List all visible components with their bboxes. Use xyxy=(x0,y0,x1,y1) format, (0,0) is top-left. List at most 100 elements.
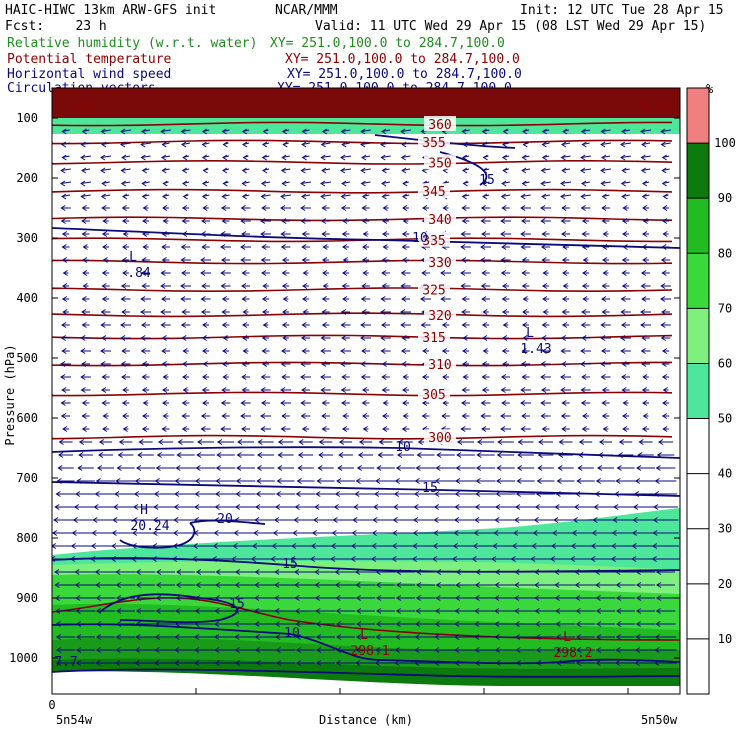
wind-vector-head xyxy=(315,491,321,497)
wind-vector-head xyxy=(537,465,543,471)
wind-vector-head xyxy=(76,647,82,653)
wind-vector-head xyxy=(398,439,404,445)
rh-band-upper xyxy=(52,118,680,134)
wind-vector-head xyxy=(242,322,248,328)
wind-vector-head xyxy=(60,205,66,211)
wind-vector-head xyxy=(621,128,627,135)
wind-vector-head xyxy=(121,205,127,211)
wind-vector-head xyxy=(642,218,648,224)
wind-vector-head xyxy=(214,621,220,627)
wind-vector-head xyxy=(120,167,126,174)
wind-vector-head xyxy=(301,244,307,250)
wind-vector-head xyxy=(380,296,386,302)
legend-wind-xy: XY= 251.0,100.0 to 284.7,100.0 xyxy=(287,67,522,82)
wind-vector xyxy=(381,155,391,158)
theta-label: 300 xyxy=(428,431,451,446)
wind-vector-head xyxy=(396,452,403,458)
wind-vector-head xyxy=(491,556,497,562)
wind-vector-head xyxy=(540,218,546,224)
wind-vector-head xyxy=(494,647,501,653)
wind-vector-head xyxy=(314,569,320,575)
wind-vector-head xyxy=(241,387,247,393)
wind-vector-head xyxy=(260,218,266,224)
wind-vector-head xyxy=(102,218,108,224)
extremum-kind: L xyxy=(526,326,534,341)
wind-vector xyxy=(61,168,71,171)
wind-vector-head xyxy=(275,634,281,640)
wind-vector-head xyxy=(541,283,548,289)
wind-vector-head xyxy=(52,530,58,536)
wind-vector-head xyxy=(382,231,388,237)
wind-vector-head xyxy=(635,608,642,614)
wind-vector-head xyxy=(141,374,147,380)
wind-vector-head xyxy=(541,348,547,354)
wind-vector-head xyxy=(420,296,426,302)
wind-vector-head xyxy=(621,218,628,224)
wind-vector-head xyxy=(260,257,266,263)
wind-vector xyxy=(541,181,551,184)
wind-vector-head xyxy=(261,296,268,302)
wind-vector-head xyxy=(135,465,142,471)
wind-vector-head xyxy=(331,530,337,536)
wind-vector xyxy=(560,194,572,197)
wind-vector-head xyxy=(434,491,440,497)
wind-vector-head xyxy=(80,348,86,354)
wind-vector-head xyxy=(561,257,567,263)
wind-vector-head xyxy=(480,400,486,406)
wind-vector-head xyxy=(174,634,180,640)
wind-vector-head xyxy=(202,400,208,406)
wind-vector-head xyxy=(480,244,486,250)
wind-vector-head xyxy=(361,193,368,200)
wind-vector-head xyxy=(275,660,282,666)
wind-vector-head xyxy=(655,595,662,601)
wind-vector-head xyxy=(580,387,586,393)
wind-vector-head xyxy=(120,322,126,328)
extremum-kind: L xyxy=(129,250,137,265)
wind-vector-head xyxy=(377,452,383,458)
wind-vector-head xyxy=(600,374,606,380)
wind-vector-head xyxy=(532,530,538,536)
wind-vector-head xyxy=(61,348,67,354)
wind-vector-head xyxy=(70,543,76,549)
wind-vector-head xyxy=(141,128,147,135)
wind-vector xyxy=(340,168,352,171)
wind-vector-head xyxy=(141,426,148,432)
wind-vector-head xyxy=(114,491,120,497)
wind-vector-head xyxy=(274,504,281,510)
wind-vector-head xyxy=(460,270,466,276)
colorbar-tick-label: 10 xyxy=(718,632,732,646)
wind-vector-head xyxy=(321,205,327,211)
wind-vector-head xyxy=(256,452,263,458)
wind-vector-head xyxy=(300,205,306,211)
wind-vector-head xyxy=(80,387,86,393)
wind-vector-head xyxy=(360,374,366,380)
wind-vector-head xyxy=(322,270,328,276)
wind-vector-head xyxy=(122,387,128,393)
wind-vector-head xyxy=(601,193,607,200)
wind-vector-head xyxy=(294,504,300,510)
wind-vector-head xyxy=(236,452,242,458)
wind-vector-head xyxy=(555,621,561,627)
wind-vector-head xyxy=(196,452,202,458)
wind-vector-head xyxy=(622,413,628,419)
wind-vector-head xyxy=(581,309,587,315)
wind-vector-head xyxy=(461,400,467,406)
wind-vector-head xyxy=(474,647,480,653)
wind-vector-head xyxy=(242,154,248,161)
wind-vector-head xyxy=(536,478,542,484)
wind-vector-head xyxy=(441,348,448,354)
wind-vector-head xyxy=(375,634,381,640)
wind-vector-head xyxy=(421,270,427,276)
wind-vector-head xyxy=(461,309,467,315)
wind-vector-head xyxy=(254,621,260,627)
wind-vector-head xyxy=(393,504,399,510)
wind-vector-head xyxy=(81,231,87,237)
wind-vector-head xyxy=(372,517,378,523)
wind-vector-head xyxy=(340,193,346,200)
theta-label-bg xyxy=(424,429,456,445)
wind-vector-head xyxy=(521,167,527,174)
wind-vector-head xyxy=(580,205,586,211)
plot-frame xyxy=(51,87,681,695)
wind-vector-head xyxy=(595,608,602,614)
wind-vector-head xyxy=(461,193,467,200)
